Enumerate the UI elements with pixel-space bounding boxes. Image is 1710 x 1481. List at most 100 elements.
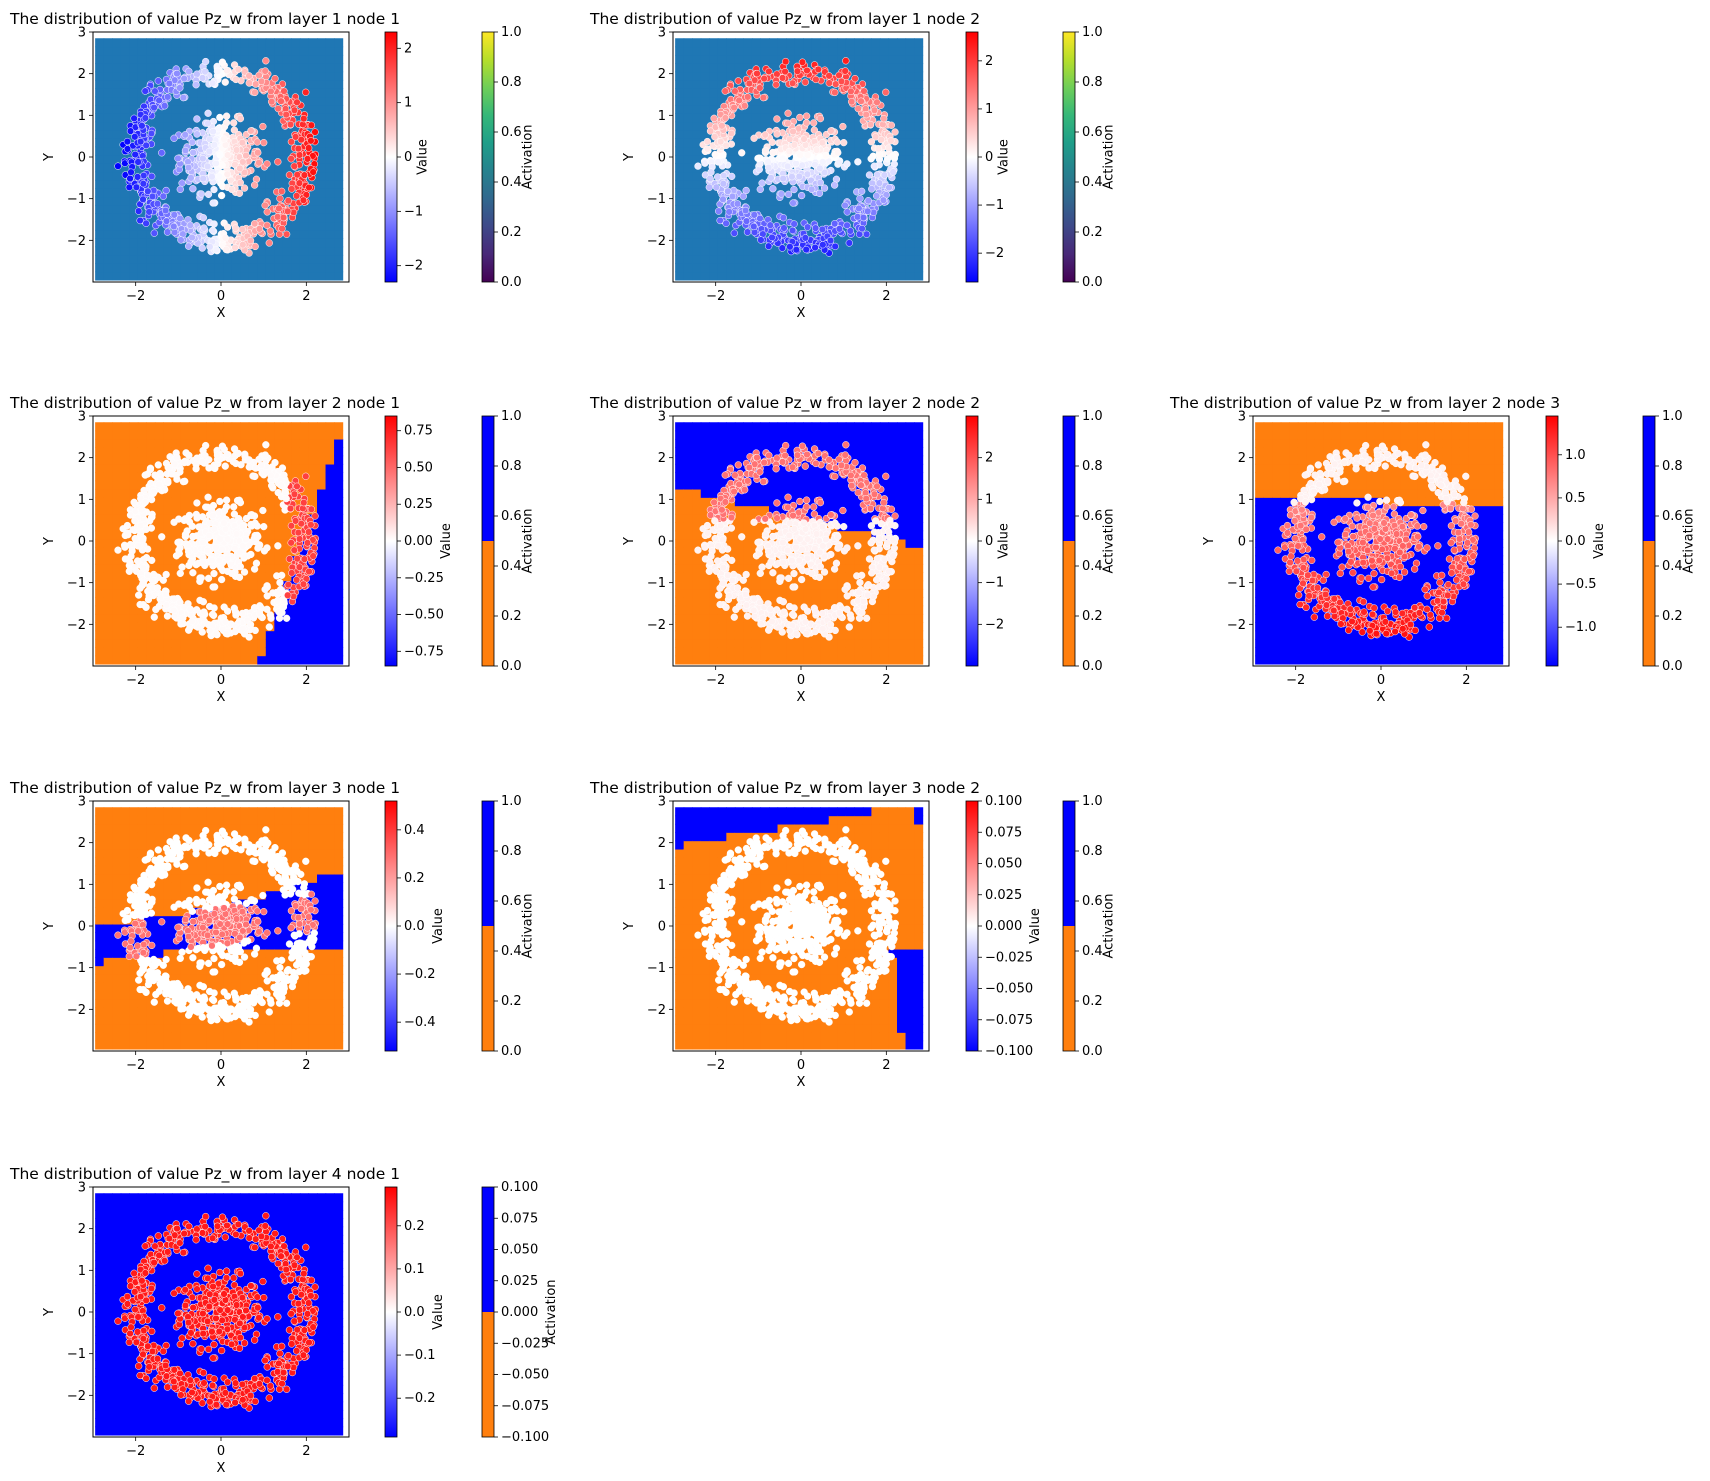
scatter-point <box>126 558 134 567</box>
scatter-point <box>1364 503 1372 511</box>
scatter-point <box>307 137 315 145</box>
activation-colorbar-tick: 0.4 <box>501 559 522 574</box>
y-tick-label: −1 <box>67 576 86 591</box>
scatter-point <box>1380 519 1388 527</box>
scatter-point <box>1384 535 1392 543</box>
scatter-point <box>164 477 172 485</box>
scatter-point <box>825 72 833 80</box>
scatter-point <box>185 242 193 250</box>
scatter-point <box>837 77 846 86</box>
scatter-point <box>781 67 789 76</box>
scatter-point <box>783 162 792 171</box>
scatter-point <box>141 114 149 122</box>
scatter-point <box>722 219 730 227</box>
scatter-point <box>159 192 167 200</box>
scatter-point <box>1310 613 1318 621</box>
scatter-point <box>208 173 216 181</box>
scatter-point <box>210 141 218 149</box>
scatter-point <box>267 482 276 490</box>
scatter-point <box>123 137 132 146</box>
scatter-point <box>245 79 253 87</box>
scatter-point <box>734 461 742 469</box>
scatter-point <box>259 506 267 515</box>
scatter-point <box>1391 608 1400 616</box>
scatter-point <box>1375 556 1383 565</box>
subplot-title: The distribution of value Pz_w from laye… <box>589 10 980 29</box>
scatter-point <box>222 496 231 504</box>
scatter-point <box>1366 519 1374 527</box>
y-tick-label: 1 <box>658 109 666 124</box>
scatter-point <box>843 208 851 216</box>
scatter-point <box>854 158 862 166</box>
scatter-point <box>147 513 156 522</box>
scatter-point <box>305 183 313 192</box>
scatter-point <box>123 529 132 537</box>
subplot-title: The distribution of value Pz_w from laye… <box>9 394 400 413</box>
scatter-point <box>187 558 195 566</box>
subplot: The distribution of value Pz_w from laye… <box>1169 394 1696 705</box>
scatter-point <box>868 185 876 193</box>
scatter-point <box>841 585 849 594</box>
y-tick-label: 1 <box>78 109 86 124</box>
scatter-point <box>839 122 847 131</box>
scatter-point <box>727 129 736 138</box>
scatter-point <box>1334 538 1342 547</box>
scatter-point <box>250 181 259 189</box>
scatter-point <box>769 532 777 541</box>
scatter-point <box>784 574 793 583</box>
scatter-point <box>1302 603 1310 611</box>
x-tick-label: 0 <box>797 289 805 304</box>
scatter-point <box>765 451 773 460</box>
activation-colorbar-tick: 0.2 <box>1082 225 1103 240</box>
scatter-point <box>790 525 798 533</box>
scatter-point <box>826 620 835 629</box>
scatter-point <box>263 544 271 552</box>
scatter-point <box>835 543 843 551</box>
scatter-point <box>759 93 768 102</box>
scatter-point <box>153 200 162 208</box>
scatter-point <box>290 546 298 554</box>
scatter-point <box>738 533 746 541</box>
subplot-title: The distribution of value Pz_w from laye… <box>1169 394 1560 413</box>
scatter-point <box>870 106 879 114</box>
y-tick-label: 3 <box>658 410 666 425</box>
scatter-point <box>257 77 266 86</box>
scatter-point <box>197 190 205 198</box>
scatter-point <box>796 151 804 159</box>
scatter-point <box>712 567 721 575</box>
scatter-point <box>1415 543 1423 551</box>
scatter-point <box>228 569 236 577</box>
scatter-point <box>858 608 866 617</box>
scatter-point <box>254 533 262 541</box>
scatter-point <box>864 207 872 215</box>
scatter-point <box>843 592 851 600</box>
scatter-point <box>1435 588 1443 597</box>
scatter-point <box>193 115 201 123</box>
scatter-point <box>873 482 881 490</box>
x-axis-label: X <box>797 690 806 705</box>
x-tick-label: −2 <box>126 673 145 688</box>
scatter-point <box>132 567 141 575</box>
scatter-point <box>140 555 148 564</box>
scatter-point <box>1340 458 1348 467</box>
scatter-point <box>275 204 283 213</box>
scatter-point <box>285 171 294 179</box>
scatter-point <box>290 106 299 114</box>
scatter-point <box>307 505 316 513</box>
scatter-point <box>857 97 865 105</box>
scatter-point <box>1293 557 1302 565</box>
scatter-point <box>201 67 209 76</box>
scatter-point <box>290 162 298 170</box>
scatter-point <box>198 458 207 466</box>
scatter-point <box>141 471 149 479</box>
scatter-point <box>1447 539 1455 547</box>
scatter-point <box>797 575 806 584</box>
scatter-point <box>1378 545 1386 553</box>
scatter-point <box>131 133 139 141</box>
y-axis-label: Y <box>42 153 57 162</box>
scatter-point <box>1381 462 1389 470</box>
scatter-point <box>1370 604 1378 612</box>
scatter-point <box>867 155 875 163</box>
scatter-point <box>1352 465 1360 473</box>
scatter-point <box>885 144 893 152</box>
